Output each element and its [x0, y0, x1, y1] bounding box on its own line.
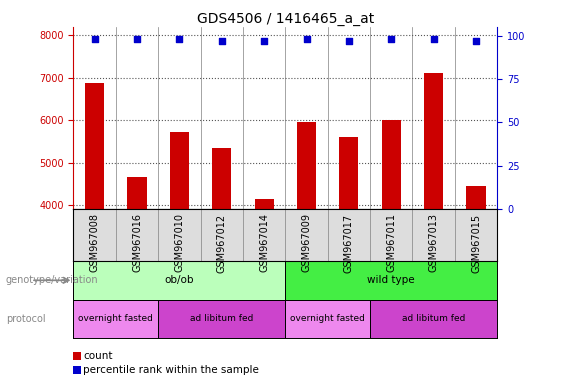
Point [175, 36, 184, 42]
Text: GSM967015: GSM967015 [471, 214, 481, 273]
Bar [73, 300, 158, 338]
Point [344, 38, 354, 44]
Text: percentile rank within the sample: percentile rank within the sample [83, 365, 259, 375]
Text: GSM967012: GSM967012 [217, 214, 227, 273]
Point [429, 36, 438, 42]
Bar [212, 148, 231, 209]
Bar [424, 73, 443, 209]
Bar [158, 300, 285, 338]
Title: GDS4506 / 1416465_a_at: GDS4506 / 1416465_a_at [197, 12, 374, 26]
Text: genotype/variation: genotype/variation [6, 275, 98, 285]
Bar [297, 122, 316, 209]
Text: GSM967016: GSM967016 [132, 214, 142, 272]
Text: wild type: wild type [367, 275, 415, 285]
Text: count: count [83, 351, 112, 361]
Bar [285, 261, 497, 300]
Text: GSM967010: GSM967010 [175, 214, 184, 272]
Text: GSM967009: GSM967009 [302, 214, 311, 272]
Text: ad libitum fed: ad libitum fed [402, 314, 466, 323]
Point [90, 36, 99, 42]
Text: protocol: protocol [6, 314, 45, 324]
Bar [170, 132, 189, 209]
Bar [340, 137, 358, 209]
Text: GSM967017: GSM967017 [344, 214, 354, 273]
Bar [128, 177, 146, 209]
Text: overnight fasted: overnight fasted [79, 314, 153, 323]
Point [471, 38, 480, 44]
Bar [85, 83, 104, 209]
Point [217, 38, 226, 44]
Point [259, 38, 269, 44]
Point [302, 36, 311, 42]
Text: GSM967008: GSM967008 [90, 214, 99, 272]
Text: overnight fasted: overnight fasted [290, 314, 365, 323]
Bar [73, 261, 285, 300]
Point [132, 36, 141, 42]
Text: GSM967014: GSM967014 [259, 214, 269, 272]
Bar [255, 199, 273, 209]
Bar [382, 120, 401, 209]
Bar [467, 185, 485, 209]
Bar [370, 300, 497, 338]
Text: ob/ob: ob/ob [164, 275, 194, 285]
Text: GSM967013: GSM967013 [429, 214, 438, 272]
Text: GSM967011: GSM967011 [386, 214, 396, 272]
Point [386, 36, 396, 42]
Bar [285, 300, 370, 338]
Text: ad libitum fed: ad libitum fed [190, 314, 254, 323]
